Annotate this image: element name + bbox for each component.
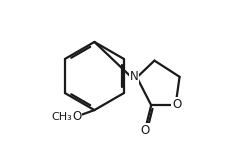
Text: N: N bbox=[130, 70, 139, 83]
Text: O: O bbox=[172, 98, 181, 111]
Text: O: O bbox=[72, 110, 81, 123]
Text: CH₃: CH₃ bbox=[51, 112, 72, 122]
Text: O: O bbox=[140, 124, 149, 137]
